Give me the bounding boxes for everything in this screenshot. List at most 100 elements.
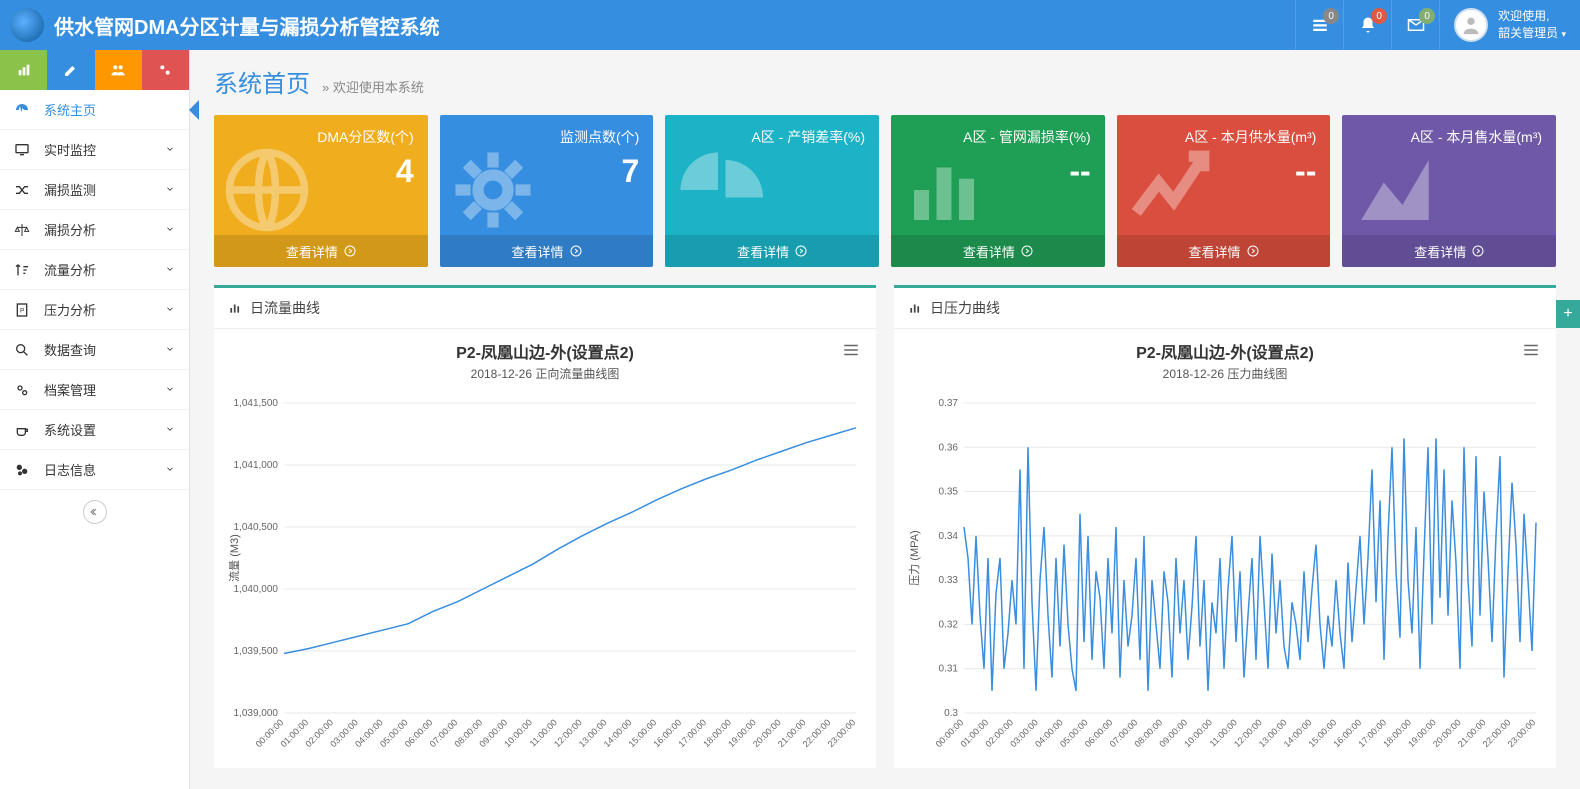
sidebar-item-9[interactable]: 日志信息 — [0, 450, 189, 490]
svg-text:23:00:00: 23:00:00 — [826, 717, 858, 749]
kpi-card-1[interactable]: 监测点数(个) 7 查看详情 — [440, 115, 654, 267]
flow-chart-menu-button[interactable] — [842, 341, 860, 364]
flow-chart-wrap: P2-凤凰山边-外(设置点2) 2018-12-26 正向流量曲线图 1,039… — [214, 329, 876, 768]
main-content: 系统首页 » 欢迎使用本系统 DMA分区数(个) 4 查看详情 监测点数(个) … — [190, 50, 1580, 789]
pressure-panel-header: 日压力曲线 — [894, 288, 1556, 329]
welcome-line2: 韶关管理员 ▾ — [1498, 25, 1566, 42]
kpi-row: DMA分区数(个) 4 查看详情 监测点数(个) 7 查看详情 A区 - 产销差… — [214, 115, 1556, 267]
svg-text:1,039,000: 1,039,000 — [234, 708, 279, 719]
search-icon — [14, 342, 34, 358]
kpi-card-5[interactable]: A区 - 本月售水量(m³) 查看详情 — [1342, 115, 1556, 267]
shuffle-icon — [14, 182, 34, 198]
chevron-down-icon — [165, 462, 175, 477]
sidebar-item-label: 漏损分析 — [44, 220, 96, 239]
sidebar-item-label: 压力分析 — [44, 300, 96, 319]
pressure-panel-label: 日压力曲线 — [930, 298, 1000, 318]
kpi-label: 监测点数(个) — [454, 127, 640, 147]
svg-text:P: P — [20, 307, 25, 314]
kpi-card-4[interactable]: A区 - 本月供水量(m³) -- 查看详情 — [1117, 115, 1331, 267]
side-expand-button[interactable]: + — [1556, 300, 1580, 328]
app-header: 供水管网DMA分区计量与漏损分析管控系统 0 0 0 欢迎使用, 韶关管理员 ▾ — [0, 0, 1580, 50]
svg-text:1,041,000: 1,041,000 — [234, 460, 279, 471]
svg-text:压力 (MPA): 压力 (MPA) — [908, 530, 921, 585]
globe-icon — [222, 145, 312, 240]
sidebar-item-label: 实时监控 — [44, 140, 96, 159]
sidebar-item-label: 系统设置 — [44, 420, 96, 439]
header-right: 0 0 0 欢迎使用, 韶关管理员 ▾ — [1295, 0, 1580, 50]
quick-settings-button[interactable] — [142, 50, 189, 90]
coffee-icon — [14, 422, 34, 438]
chevron-down-icon — [165, 382, 175, 397]
flow-panel: 日流量曲线 P2-凤凰山边-外(设置点2) 2018-12-26 正向流量曲线图… — [214, 285, 876, 768]
sidebar-item-0[interactable]: 系统主页 — [0, 90, 189, 130]
avatar — [1454, 8, 1488, 42]
flow-chart-title: P2-凤凰山边-外(设置点2) — [224, 339, 866, 363]
flow-chart: 1,039,0001,039,5001,040,0001,040,5001,04… — [224, 388, 866, 768]
chevron-down-icon — [165, 422, 175, 437]
svg-text:23:00:00: 23:00:00 — [1506, 717, 1538, 749]
flow-panel-label: 日流量曲线 — [250, 298, 320, 318]
monitor-icon — [14, 142, 34, 158]
kpi-card-3[interactable]: A区 - 管网漏损率(%) -- 查看详情 — [891, 115, 1105, 267]
log-icon — [14, 462, 34, 478]
area-icon — [1350, 145, 1440, 240]
chevron-down-icon — [165, 342, 175, 357]
sidebar-collapse-button[interactable] — [83, 500, 107, 524]
trend-icon — [1125, 145, 1215, 240]
gears-icon — [14, 382, 34, 398]
page-icon: P — [14, 302, 34, 318]
pressure-chart: 0.30.310.320.330.340.350.360.3700:00:000… — [904, 388, 1546, 768]
svg-text:1,040,000: 1,040,000 — [234, 584, 279, 595]
sidebar-item-6[interactable]: 数据查询 — [0, 330, 189, 370]
messages-badge: 0 — [1419, 8, 1435, 24]
tasks-button[interactable]: 0 — [1295, 0, 1343, 50]
chevron-down-icon — [165, 302, 175, 317]
pressure-panel: 日压力曲线 P2-凤凰山边-外(设置点2) 2018-12-26 压力曲线图 0… — [894, 285, 1556, 768]
sidebar-item-4[interactable]: 流量分析 — [0, 250, 189, 290]
kpi-label: A区 - 管网漏损率(%) — [905, 127, 1091, 147]
sidebar-item-label: 漏损监测 — [44, 180, 96, 199]
pressure-chart-title: P2-凤凰山边-外(设置点2) — [904, 339, 1546, 363]
svg-text:0.35: 0.35 — [939, 487, 959, 498]
page-header: 系统首页 » 欢迎使用本系统 — [214, 64, 1556, 99]
sidebar-item-2[interactable]: 漏损监测 — [0, 170, 189, 210]
bars-icon — [899, 145, 989, 240]
tasks-badge: 0 — [1323, 8, 1339, 24]
pressure-chart-subtitle: 2018-12-26 压力曲线图 — [904, 365, 1546, 382]
svg-text:0.36: 0.36 — [939, 442, 959, 453]
kpi-label: A区 - 产销差率(%) — [679, 127, 865, 147]
sidebar-item-5[interactable]: P 压力分析 — [0, 290, 189, 330]
pie-icon — [673, 145, 763, 240]
quick-users-button[interactable] — [95, 50, 142, 90]
sidebar-item-label: 系统主页 — [44, 100, 96, 119]
chart-row: 日流量曲线 P2-凤凰山边-外(设置点2) 2018-12-26 正向流量曲线图… — [214, 285, 1556, 768]
flow-panel-header: 日流量曲线 — [214, 288, 876, 329]
kpi-card-2[interactable]: A区 - 产销差率(%) 查看详情 — [665, 115, 879, 267]
app-title: 供水管网DMA分区计量与漏损分析管控系统 — [54, 11, 440, 40]
svg-text:1,041,500: 1,041,500 — [234, 398, 279, 409]
sidebar-item-7[interactable]: 档案管理 — [0, 370, 189, 410]
sidebar-item-label: 数据查询 — [44, 340, 96, 359]
logo-area: 供水管网DMA分区计量与漏损分析管控系统 — [0, 8, 440, 42]
chevron-down-icon — [165, 262, 175, 277]
welcome-line1: 欢迎使用, — [1498, 8, 1566, 25]
svg-text:0.3: 0.3 — [944, 708, 958, 719]
quick-edit-button[interactable] — [47, 50, 94, 90]
kpi-card-0[interactable]: DMA分区数(个) 4 查看详情 — [214, 115, 428, 267]
pressure-chart-menu-button[interactable] — [1522, 341, 1540, 364]
sidebar-item-label: 档案管理 — [44, 380, 96, 399]
pressure-chart-wrap: P2-凤凰山边-外(设置点2) 2018-12-26 压力曲线图 0.30.31… — [894, 329, 1556, 768]
quick-chart-button[interactable] — [0, 50, 47, 90]
page-title: 系统首页 — [214, 64, 310, 99]
kpi-label: A区 - 本月供水量(m³) — [1131, 127, 1317, 147]
sidebar-item-3[interactable]: 漏损分析 — [0, 210, 189, 250]
user-menu[interactable]: 欢迎使用, 韶关管理员 ▾ — [1439, 0, 1580, 50]
sidebar-item-1[interactable]: 实时监控 — [0, 130, 189, 170]
messages-button[interactable]: 0 — [1391, 0, 1439, 50]
sort-icon — [14, 262, 34, 278]
notifications-badge: 0 — [1371, 8, 1387, 24]
sidebar-item-label: 流量分析 — [44, 260, 96, 279]
notifications-button[interactable]: 0 — [1343, 0, 1391, 50]
svg-text:0.34: 0.34 — [939, 531, 959, 542]
sidebar-item-8[interactable]: 系统设置 — [0, 410, 189, 450]
